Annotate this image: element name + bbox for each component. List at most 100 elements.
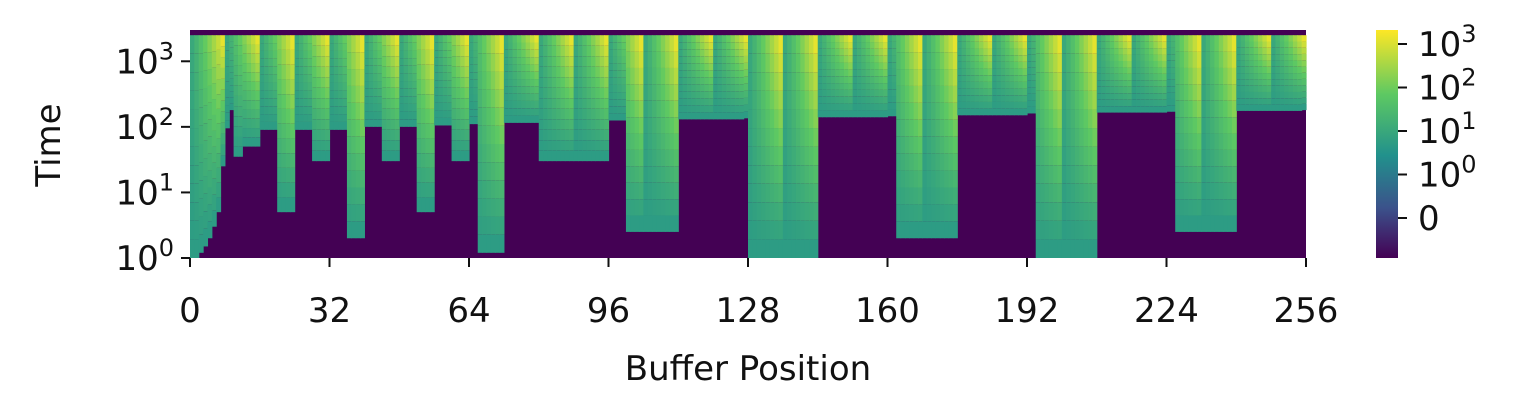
heatmap-cell [970, 95, 975, 102]
heatmap-cell [1097, 35, 1102, 41]
heatmap-cell [338, 98, 343, 106]
heatmap-cell [866, 35, 871, 42]
heatmap-cell [1101, 55, 1106, 61]
heatmap-cell [613, 78, 618, 85]
heatmap-cell [687, 49, 692, 56]
heatmap-cell [1193, 84, 1198, 100]
heatmap-cell [962, 69, 967, 76]
heatmap-cell [1071, 54, 1076, 73]
heatmap-cell [286, 79, 291, 94]
heatmap-cell [909, 171, 914, 188]
heatmap-cell [534, 72, 539, 79]
heatmap-cell [242, 109, 247, 118]
heatmap-cell [696, 84, 701, 91]
heatmap-cell [534, 35, 539, 42]
heatmap-cell [517, 64, 522, 71]
heatmap-cell [343, 51, 348, 59]
heatmap-cell [1162, 61, 1167, 67]
heatmap-cell [744, 98, 749, 105]
heatmap-cell [1254, 42, 1259, 48]
heatmap-cell [726, 49, 731, 56]
heatmap-cell [1049, 54, 1054, 73]
heatmap-cell [539, 77, 544, 87]
heatmap-cell [1062, 72, 1067, 91]
heatmap-cell [622, 106, 627, 113]
heatmap-cell [290, 168, 295, 183]
heatmap-cell [765, 54, 770, 73]
heatmap-cell [866, 63, 871, 70]
heatmap-cell [1123, 48, 1128, 54]
heatmap-cell [264, 43, 269, 51]
heatmap-cell [273, 43, 278, 51]
heatmap-cell [1284, 60, 1289, 66]
heatmap-cell [613, 35, 618, 42]
heatmap-cell [752, 109, 757, 128]
heatmap-cell [1275, 86, 1280, 92]
heatmap-cell [369, 73, 374, 81]
heatmap-cell [578, 35, 583, 45]
heatmap-cell [569, 130, 574, 140]
heatmap-cell [604, 56, 609, 66]
heatmap-cell [569, 88, 574, 98]
heatmap-cell [282, 197, 287, 212]
heatmap-cell [338, 59, 343, 67]
heatmap-cell [1241, 60, 1246, 66]
heatmap-cell [678, 98, 683, 105]
heatmap-cell [360, 221, 365, 238]
heatmap-cell [774, 109, 779, 128]
heatmap-cell [696, 49, 701, 56]
heatmap-cell [1023, 35, 1028, 42]
heatmap-cell [983, 49, 988, 56]
heatmap-cell [1302, 66, 1307, 72]
heatmap-cell [286, 109, 291, 124]
heatmap-cell [779, 221, 784, 240]
heatmap-cell [844, 69, 849, 76]
heatmap-cell [1110, 67, 1115, 73]
heatmap-cell [1044, 128, 1049, 147]
heatmap-cell [1153, 55, 1158, 61]
heatmap-cell [1075, 109, 1080, 128]
heatmap-cell [1280, 60, 1285, 66]
heatmap-cell [914, 137, 919, 154]
heatmap-cell [1097, 87, 1102, 93]
heatmap-cell [674, 166, 679, 182]
heatmap-cell [343, 90, 348, 98]
heatmap-cell [622, 57, 627, 64]
heatmap-cell [1127, 106, 1132, 112]
heatmap-cell [648, 35, 653, 51]
heatmap-cell [731, 63, 736, 70]
heatmap-cell [892, 42, 897, 49]
heatmap-cell [229, 104, 234, 110]
heatmap-cell [386, 130, 391, 140]
heatmap-cell [295, 83, 300, 91]
heatmap-cell [1040, 91, 1045, 110]
heatmap-cell [268, 43, 273, 51]
heatmap-cell [308, 98, 313, 106]
heatmap-cell [909, 52, 914, 69]
heatmap-cell [1228, 117, 1233, 133]
heatmap-cell [735, 77, 740, 84]
heatmap-cell [670, 84, 675, 100]
heatmap-cell [1241, 79, 1246, 85]
heatmap-cell [1031, 42, 1036, 49]
heatmap-cell [861, 76, 866, 83]
heatmap-cell [221, 57, 226, 68]
heatmap-cell [465, 119, 470, 129]
heatmap-cell [543, 77, 548, 87]
heatmap-cell [874, 56, 879, 63]
heatmap-cell [822, 76, 827, 83]
heatmap-cell [914, 35, 919, 52]
heatmap-cell [1001, 49, 1006, 56]
heatmap-cell [587, 151, 592, 161]
heatmap-cell [822, 97, 827, 104]
heatmap-cell [1236, 35, 1241, 41]
heatmap-cell [1289, 98, 1294, 104]
heatmap-cell [412, 50, 417, 58]
heatmap-cell [194, 165, 199, 184]
heatmap-cell [792, 35, 797, 54]
heatmap-cell [1162, 87, 1167, 93]
heatmap-cell [508, 101, 513, 108]
heatmap-cell [330, 59, 335, 67]
heatmap-cell [600, 98, 605, 108]
heatmap-cell [1275, 67, 1280, 73]
